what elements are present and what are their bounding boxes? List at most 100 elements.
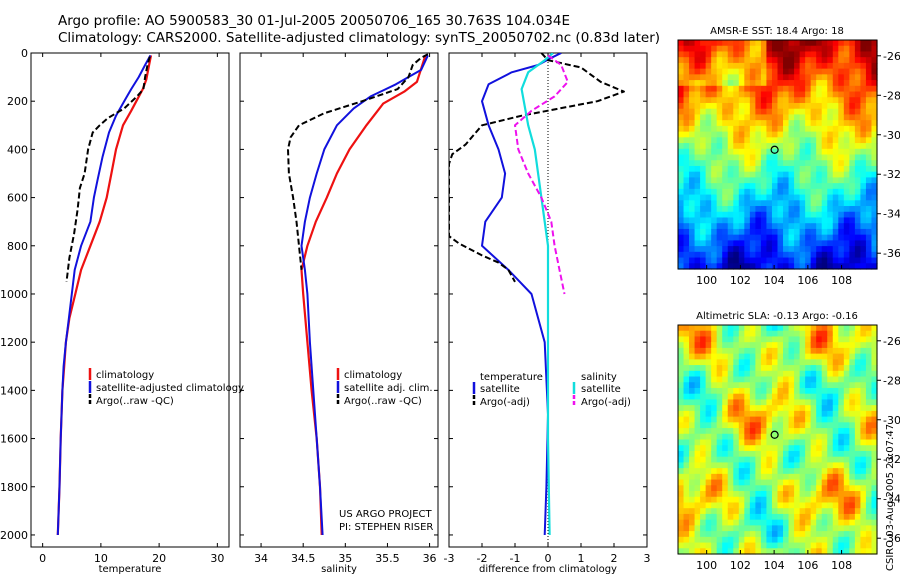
argo-location-marker: [770, 430, 779, 439]
map-cell: [805, 165, 812, 173]
map-cell: [716, 382, 723, 389]
map-cell: [843, 387, 850, 395]
map-cell: [716, 387, 723, 395]
map-cell: [689, 68, 696, 75]
map-cell: [788, 165, 795, 173]
map-cell: [678, 382, 685, 389]
map-cell: [788, 536, 795, 544]
map-cell: [783, 200, 790, 207]
map-cell: [738, 188, 745, 196]
map-cell: [865, 359, 873, 366]
map-cell: [749, 97, 756, 104]
map-cell: [794, 347, 801, 355]
map-cell: [705, 120, 712, 127]
map-cell: [766, 234, 773, 241]
map-cell: [678, 148, 685, 156]
map-cell: [744, 160, 751, 167]
map-cell: [799, 57, 806, 64]
map-cell: [832, 548, 839, 555]
map-cell: [760, 508, 768, 515]
map-cell: [744, 91, 751, 98]
map-cell: [689, 359, 696, 366]
map-cell: [860, 525, 867, 532]
map-cell: [865, 51, 873, 58]
map-cell: [705, 211, 712, 219]
map-cell: [871, 536, 878, 544]
map-cell: [744, 171, 751, 178]
xtick-label: 34: [254, 552, 268, 565]
map-cell: [678, 353, 685, 360]
map-cell: [794, 200, 801, 207]
map-cell: [794, 491, 801, 498]
map-cell: [694, 370, 701, 378]
map-cell: [760, 206, 768, 213]
map-cell: [760, 108, 768, 116]
map-cell: [832, 433, 839, 441]
map-cell: [799, 342, 806, 349]
map-cell: [705, 148, 712, 156]
map-cell: [689, 114, 696, 121]
map-cell: [678, 450, 685, 458]
map-cell: [838, 513, 845, 521]
map-cell: [733, 148, 740, 156]
map-cell: [794, 68, 801, 75]
map-cell: [816, 342, 823, 349]
map-cell: [871, 548, 878, 555]
map-cell: [749, 382, 756, 389]
map-cell: [783, 263, 790, 270]
map-cell: [705, 57, 712, 64]
map-cell: [854, 393, 862, 401]
map-xtick-label: 100: [696, 559, 717, 572]
map-cell: [771, 485, 779, 492]
map-cell: [678, 387, 685, 395]
map-cell: [683, 154, 690, 161]
map-cell: [678, 445, 685, 452]
map-cell: [860, 456, 867, 463]
map-cell: [788, 325, 795, 332]
map-cell: [843, 456, 850, 463]
map-cell: [749, 223, 756, 230]
map-cell: [694, 240, 701, 247]
map-cell: [783, 370, 790, 378]
map-cell: [838, 91, 845, 98]
map-cell: [860, 325, 867, 332]
map-cell: [832, 462, 839, 469]
map-cell: [871, 450, 878, 458]
map-cell: [722, 114, 729, 121]
map-cell: [722, 399, 729, 406]
map-cell: [738, 336, 745, 343]
map-cell: [678, 85, 685, 93]
map-cell: [738, 376, 745, 383]
map-cell: [700, 422, 707, 429]
map-cell: [821, 473, 828, 481]
map-cell: [821, 439, 828, 446]
map-cell: [733, 217, 740, 224]
map-cell: [727, 496, 734, 504]
map-cell: [794, 365, 801, 372]
map-cell: [794, 485, 801, 492]
map-cell: [810, 353, 817, 360]
map-cell: [821, 399, 828, 406]
map-cell: [816, 211, 823, 219]
map-cell: [777, 85, 784, 93]
map-cell: [871, 74, 878, 81]
map-cell: [744, 246, 751, 253]
map-cell: [871, 525, 878, 532]
map-cell: [794, 57, 801, 64]
map-cell: [805, 45, 812, 53]
map-cell: [816, 251, 823, 259]
map-cell: [738, 51, 745, 58]
map-cell: [783, 428, 790, 435]
map-cell: [766, 325, 773, 332]
map-cell: [821, 240, 828, 247]
map-cell: [838, 246, 845, 253]
map-cell: [749, 85, 756, 93]
map-cell: [744, 57, 751, 64]
map-cell: [794, 40, 801, 47]
map-cell: [755, 330, 762, 338]
map-cell: [727, 177, 734, 184]
map-cell: [849, 246, 856, 253]
map-cell: [694, 342, 701, 349]
map-cell: [821, 171, 828, 178]
map-cell: [799, 519, 806, 526]
